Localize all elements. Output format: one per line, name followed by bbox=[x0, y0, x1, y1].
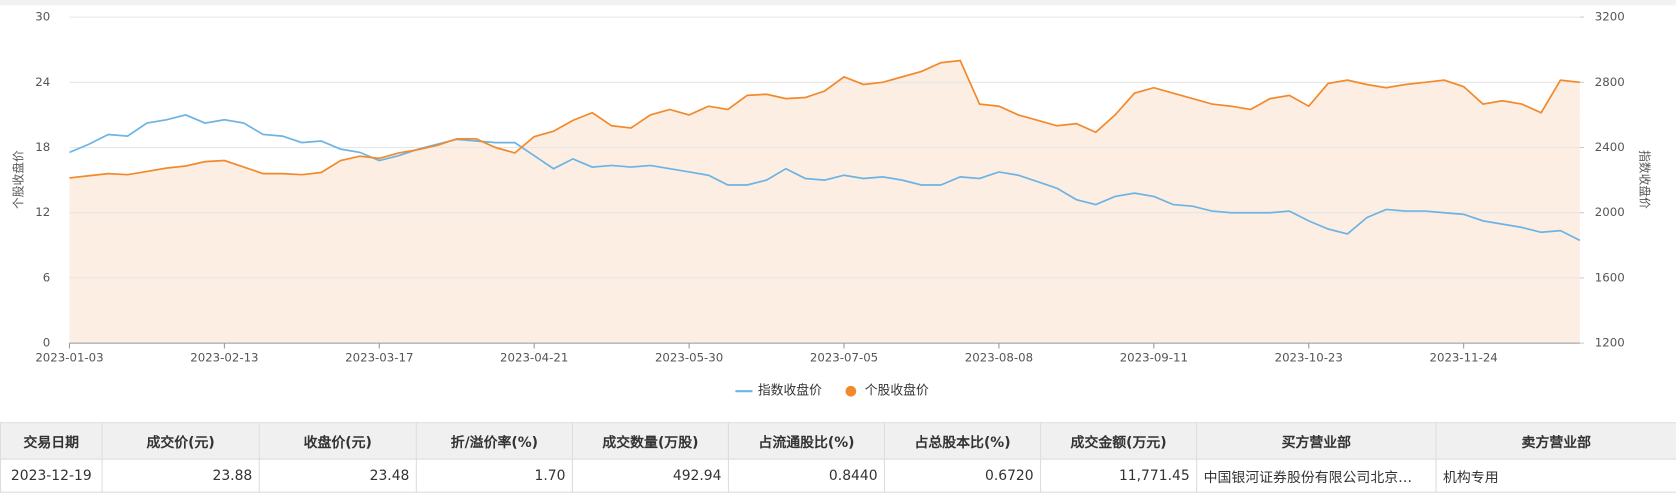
table-cell: 1.70 bbox=[415, 458, 573, 493]
legend-label: 个股收盘价 bbox=[865, 383, 929, 399]
x-tick-label: 2023-01-03 bbox=[35, 351, 103, 365]
x-tick-label: 2023-11-24 bbox=[1430, 351, 1498, 365]
area bbox=[69, 60, 1580, 344]
line bbox=[69, 59, 1580, 179]
table-cell: 中国银河证券股份有限公司北京… bbox=[1196, 458, 1437, 493]
legend-label: 指数收盘价 bbox=[758, 383, 822, 399]
y2-tick-label: 1200 bbox=[1595, 336, 1625, 350]
chart: 个股收盘价 指数收盘价 0 6 12 18 24 30 1200 1600 2000 2400 28… bbox=[0, 0, 1676, 399]
x-tick-label: 2023-02-13 bbox=[190, 351, 258, 365]
y-axis-label: 个股收盘价 bbox=[12, 150, 26, 209]
header-row: 交易日期 成交价(元) 收盘价(元) 折/溢价率(%) 成交数量(万股) 占流通股比(%)… bbox=[0, 422, 1676, 460]
trade-table: 交易日期 成交价(元) 收盘价(元) 折/溢价率(%) 成交数量(万股) 占流通股比(%)… bbox=[0, 422, 1676, 493]
table-row: 2023-12-19 23.88 23.48 1.70 492.94 0.8440 0.67… bbox=[0, 458, 1676, 493]
table-cell: 机构专用 bbox=[1435, 458, 1676, 493]
x-tick-label: 2023-08-08 bbox=[965, 351, 1033, 365]
header-cell: 成交价(元) bbox=[101, 422, 260, 460]
x-tick-label: 2023-10-23 bbox=[1275, 351, 1343, 365]
table-cell: 23.48 bbox=[258, 458, 417, 493]
x-tick-label: 2023-04-21 bbox=[500, 351, 568, 365]
table-cell: 0.8440 bbox=[727, 458, 886, 493]
table-cell: 492.94 bbox=[571, 458, 729, 493]
y2-axis-label: 指数收盘价 bbox=[1637, 150, 1651, 209]
x-tick-label: 2023-03-17 bbox=[345, 351, 413, 365]
header-cell: 占总股本比(%) bbox=[883, 422, 1042, 460]
table-cell: 0.6720 bbox=[883, 458, 1042, 493]
header-cell: 成交数量(万股) bbox=[571, 422, 729, 460]
legend-swatch bbox=[845, 385, 857, 397]
y2-tick-label: 2800 bbox=[1595, 75, 1625, 89]
table-cell: 11,771.45 bbox=[1040, 458, 1198, 493]
header-cell: 占流通股比(%) bbox=[727, 422, 886, 460]
top-bar bbox=[0, 0, 1676, 6]
x-tick-label: 2023-05-30 bbox=[655, 351, 723, 365]
x-tick-label: 2023-07-05 bbox=[810, 351, 878, 365]
x-tick-label: 2023-09-11 bbox=[1120, 351, 1188, 365]
header-cell: 成交金额(万元) bbox=[1040, 422, 1198, 460]
y2-tick-label: 1600 bbox=[1595, 270, 1625, 284]
header-cell: 折/溢价率(%) bbox=[415, 422, 573, 460]
line bbox=[69, 114, 1581, 242]
y-tick-label: 6 bbox=[43, 270, 50, 284]
y-tick-label: 30 bbox=[35, 10, 50, 24]
header-cell: 卖方营业部 bbox=[1435, 422, 1676, 460]
table-body: 2023-12-19 23.88 23.48 1.70 492.94 0.8440 0.67… bbox=[0, 458, 1676, 493]
header-cell: 交易日期 bbox=[0, 422, 103, 460]
y2-tick-label: 2000 bbox=[1595, 205, 1625, 219]
table-cell: 2023-12-19 bbox=[0, 458, 103, 493]
y2-tick-label: 3200 bbox=[1595, 10, 1625, 24]
table-cell: 23.88 bbox=[101, 458, 260, 493]
y2-tick-label: 2400 bbox=[1595, 140, 1625, 154]
y-tick-label: 24 bbox=[35, 75, 50, 89]
header-cell: 买方营业部 bbox=[1196, 422, 1437, 460]
y-tick-label: 0 bbox=[43, 336, 50, 350]
y-tick-label: 18 bbox=[35, 140, 50, 154]
y-tick-label: 12 bbox=[35, 205, 50, 219]
header-cell: 收盘价(元) bbox=[258, 422, 417, 460]
